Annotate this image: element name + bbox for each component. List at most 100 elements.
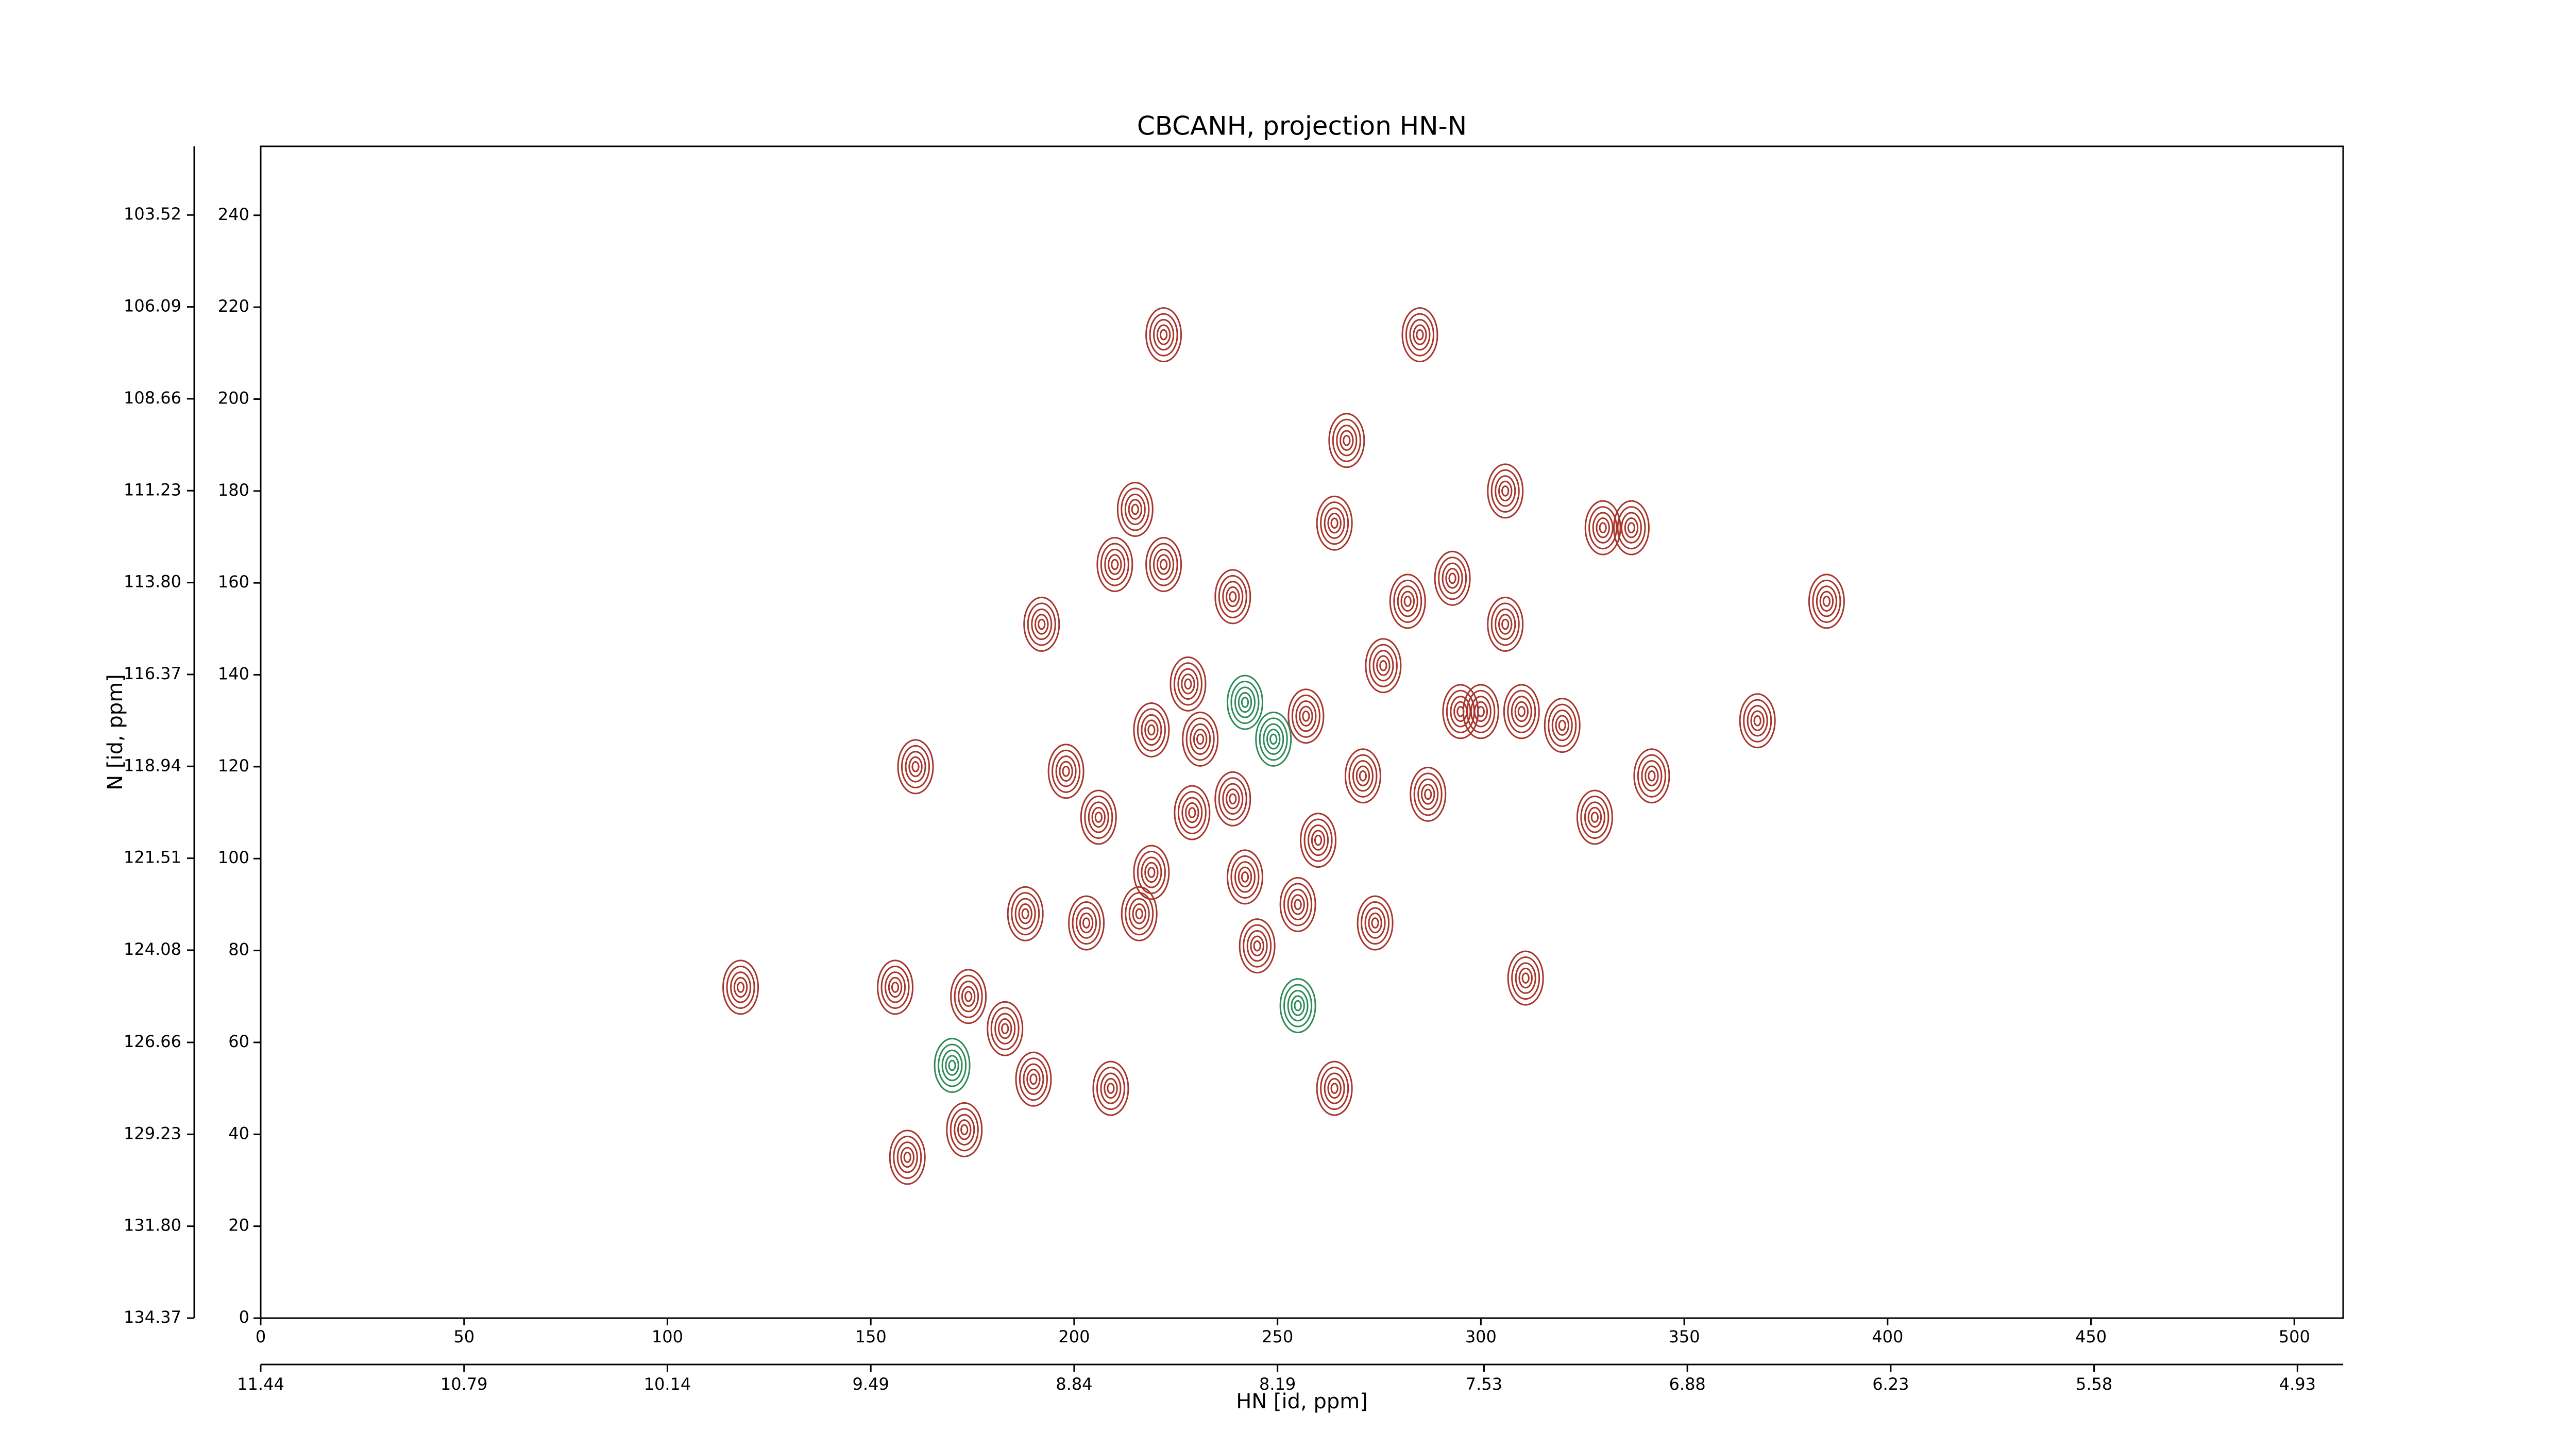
- contour-ring: [1466, 689, 1496, 733]
- contour-ring: [1141, 714, 1162, 746]
- contour-ring: [954, 1114, 975, 1145]
- contour-ring: [950, 969, 987, 1024]
- x2-tick-label: 5.58: [2076, 1374, 2112, 1394]
- contour-ring: [1014, 898, 1036, 930]
- contour-ring: [1336, 425, 1358, 457]
- contour-ring: [957, 1119, 972, 1140]
- contour-ring: [1495, 475, 1516, 507]
- peak: [1357, 895, 1394, 951]
- peak: [1300, 813, 1337, 868]
- contour-ring: [1409, 319, 1431, 351]
- contour-ring: [1413, 772, 1443, 816]
- contour-ring: [1218, 777, 1247, 821]
- contour-ring: [1343, 434, 1351, 446]
- contour-ring: [987, 1001, 1024, 1056]
- peak: [1092, 1060, 1129, 1116]
- peak: [1316, 495, 1353, 551]
- contour-ring: [1498, 614, 1513, 635]
- contour-ring: [897, 739, 934, 795]
- peak: [1182, 711, 1219, 767]
- contour-ring: [958, 981, 979, 1013]
- contour-ring: [1080, 789, 1117, 845]
- contour-ring: [1401, 307, 1438, 363]
- contour-ring: [1011, 892, 1040, 936]
- contour-ring: [1359, 770, 1367, 782]
- contour-ring: [1243, 924, 1272, 968]
- peak: [946, 1102, 983, 1157]
- contour-ring: [1238, 692, 1252, 713]
- contour-ring: [1389, 574, 1426, 629]
- peak: [1401, 307, 1438, 363]
- contour-ring: [1417, 778, 1439, 811]
- contour-ring: [1125, 892, 1154, 936]
- contour-ring: [1229, 793, 1237, 805]
- contour-ring: [1001, 1023, 1009, 1035]
- x-tick-label: 300: [1465, 1327, 1497, 1346]
- contour-ring: [1357, 895, 1394, 951]
- contour-ring: [1291, 995, 1305, 1016]
- contour-ring: [1515, 962, 1536, 994]
- y2-tick-label: 129.23: [124, 1123, 181, 1143]
- x-tick-label: 350: [1669, 1327, 1700, 1346]
- contour-ring: [1511, 956, 1540, 1000]
- contour-ring: [1372, 650, 1394, 682]
- y2-tick-label: 111.23: [124, 480, 181, 499]
- contour-ring: [1104, 1077, 1118, 1099]
- contour-ring: [1434, 550, 1471, 606]
- contour-ring: [1324, 1072, 1345, 1104]
- peak: [1239, 918, 1276, 974]
- contour-ring: [1027, 602, 1056, 646]
- contour-ring: [1019, 1057, 1048, 1101]
- x2-tick-label: 8.84: [1056, 1374, 1092, 1394]
- contour-ring: [941, 1049, 963, 1082]
- contour-ring: [1376, 655, 1391, 676]
- contour-ring: [1121, 487, 1150, 531]
- contour-ring: [1580, 795, 1609, 839]
- contour-ring: [1517, 706, 1526, 717]
- contour-ring: [1812, 579, 1841, 623]
- peak: [1133, 702, 1170, 758]
- contour-ring: [1246, 930, 1268, 962]
- contour-ring: [1308, 824, 1329, 856]
- contour-ring: [1287, 688, 1325, 744]
- contour-ring: [1173, 662, 1202, 706]
- contour-ring: [1218, 575, 1247, 618]
- x-tick-label: 50: [453, 1327, 474, 1346]
- contour-ring: [1324, 507, 1345, 539]
- contour-ring: [1084, 795, 1113, 839]
- contour-ring: [994, 1013, 1016, 1044]
- contour-ring: [938, 1043, 967, 1087]
- contour-ring: [1648, 770, 1656, 782]
- contour-ring: [1448, 572, 1456, 584]
- contour-ring: [1234, 861, 1256, 893]
- y2-tick-label: 126.66: [124, 1032, 181, 1051]
- contour-ring: [1445, 568, 1460, 589]
- contour-ring: [1092, 1060, 1129, 1116]
- contour-ring: [1548, 703, 1577, 747]
- contour-ring: [1470, 696, 1492, 728]
- x-tick-label: 100: [652, 1327, 683, 1346]
- y2-tick-label: 131.80: [124, 1216, 181, 1235]
- contour-ring: [1303, 818, 1333, 862]
- contour-ring: [1068, 895, 1105, 951]
- contour-ring: [1498, 480, 1513, 502]
- contour-ring: [1108, 554, 1122, 575]
- peak: [1214, 569, 1251, 625]
- contour-ring: [964, 990, 973, 1002]
- contour-ring: [1617, 506, 1646, 550]
- contour-ring: [1514, 701, 1529, 722]
- contour-ring: [990, 1007, 1020, 1051]
- peak: [1487, 596, 1524, 652]
- contour-ring: [1371, 917, 1379, 929]
- peak: [1808, 574, 1845, 629]
- contour-ring: [1294, 899, 1302, 911]
- contour-ring: [1420, 784, 1435, 805]
- contour-ring: [1424, 788, 1432, 800]
- contour-ring: [1328, 413, 1365, 468]
- contour-ring: [1079, 912, 1094, 934]
- contour-ring: [1544, 698, 1581, 753]
- contour-ring: [950, 1108, 979, 1152]
- contour-ring: [1300, 813, 1337, 868]
- peak: [1226, 675, 1263, 730]
- contour-ring: [1291, 894, 1305, 915]
